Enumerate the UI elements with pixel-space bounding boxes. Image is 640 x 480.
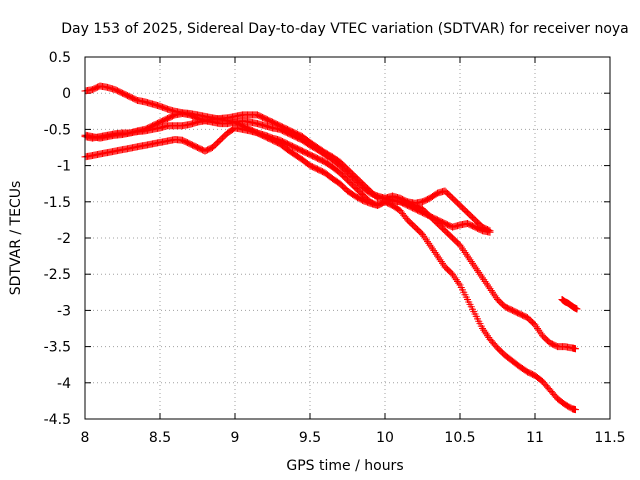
data-point-interpolated	[451, 274, 459, 282]
data-point-interpolated	[429, 245, 436, 253]
x-tick-label: 10	[376, 430, 394, 446]
chart-title: Day 153 of 2025, Sidereal Day-to-day VTE…	[61, 21, 629, 37]
data-point-interpolated	[460, 247, 468, 255]
data-point-interpolated	[532, 323, 540, 331]
data-point	[573, 305, 581, 313]
data-point	[531, 321, 539, 329]
x-axis-label: GPS time / hours	[286, 458, 403, 474]
y-tick-label: -2	[57, 231, 71, 247]
y-tick-label: -2.5	[44, 267, 71, 283]
data-point-interpolated	[421, 234, 429, 242]
x-tick-label: 8	[81, 430, 90, 446]
data-point-interpolated	[469, 259, 476, 267]
data-point-interpolated	[459, 245, 466, 253]
x-tick-label: 9.5	[299, 430, 321, 446]
data-point-interpolated	[454, 277, 461, 285]
y-tick-label: 0.5	[49, 50, 71, 66]
y-tick-label: -3.5	[44, 340, 71, 356]
x-tick-label: 10.5	[444, 430, 475, 446]
data-point-interpolated	[425, 239, 433, 247]
x-tick-label: 11.5	[594, 430, 625, 446]
y-tick-label: -4	[57, 376, 71, 392]
y-tick-label: 0	[62, 86, 71, 102]
data-point	[479, 325, 486, 332]
data-point	[464, 252, 471, 260]
data-point-interpolated	[450, 272, 458, 280]
data-point-interpolated	[481, 328, 489, 336]
data-point-interpolated	[481, 277, 489, 285]
data-point-interpolated	[480, 326, 488, 334]
data-point-interpolated	[484, 281, 491, 289]
data-point-interpolated	[470, 261, 478, 269]
y-axis-label: SDTVAR / TECUs	[8, 181, 24, 296]
data-point-interpolated	[535, 326, 543, 334]
data-point	[486, 228, 494, 236]
data-point-interpolated	[536, 328, 544, 336]
data-point-interpolated	[477, 272, 485, 280]
data-point	[419, 230, 426, 238]
data-point-interpolated	[435, 254, 443, 262]
data-point-interpolated	[485, 283, 493, 291]
data-point-interpolated	[490, 290, 498, 298]
data-point-interpolated	[491, 292, 499, 300]
data-point	[456, 241, 464, 249]
y-tick-label: -1.5	[44, 195, 71, 211]
data-point	[471, 263, 479, 271]
data-point	[449, 270, 456, 278]
data-point-interpolated	[430, 247, 438, 255]
data-point	[426, 241, 434, 249]
x-tick-label: 11	[526, 430, 544, 446]
data-point-interpolated	[467, 258, 475, 266]
grid	[85, 57, 610, 419]
data-point	[479, 274, 486, 282]
data-point-interpolated	[439, 259, 446, 267]
data-point	[486, 285, 494, 293]
data-point-interpolated	[487, 286, 495, 294]
data-point-interpolated	[431, 248, 439, 256]
data-point-interpolated	[424, 238, 431, 246]
data-point-interpolated	[474, 267, 481, 275]
y-tick-label: -4.5	[44, 412, 71, 428]
series-track-d	[81, 109, 579, 353]
data-point-interpolated	[462, 250, 470, 258]
x-tick-label: 8.5	[149, 430, 171, 446]
data-point-interpolated	[466, 256, 474, 264]
x-tick-label: 9	[231, 430, 240, 446]
data-point-interpolated	[482, 330, 490, 338]
axis-ticks: 8 8.5 9 9.5 10 10.5 11 11.5 0.5 0 -0.5 -1 -1.5 -2 -2.5…	[44, 50, 626, 446]
data-point-interpolated	[480, 276, 488, 284]
data-point-interpolated	[427, 243, 435, 251]
data-point-interpolated	[482, 279, 490, 287]
data-point-interpolated	[432, 250, 440, 258]
data-point	[572, 345, 579, 353]
data-point-interpolated	[475, 268, 483, 276]
data-point-interpolated	[455, 279, 463, 287]
data-point-interpolated	[452, 276, 460, 284]
data-points	[81, 82, 581, 414]
y-tick-label: -3	[57, 303, 71, 319]
data-point-interpolated	[489, 288, 496, 296]
data-point-interpolated	[437, 258, 445, 266]
data-point-interpolated	[420, 232, 428, 240]
data-point-interpolated	[461, 248, 469, 256]
data-point-interpolated	[534, 325, 541, 332]
data-point-interpolated	[422, 236, 430, 244]
series-track-e	[558, 296, 581, 313]
data-point-interpolated	[476, 270, 484, 278]
data-point	[434, 252, 441, 260]
y-tick-label: -1	[57, 159, 71, 175]
y-tick-label: -0.5	[44, 122, 71, 138]
data-point-interpolated	[457, 243, 465, 251]
data-point-interpolated	[465, 254, 473, 262]
data-point-interpolated	[436, 256, 444, 264]
data-point-interpolated	[472, 265, 480, 273]
plot-frame	[84, 56, 611, 420]
data-point	[572, 406, 579, 414]
data-point-interpolated	[484, 332, 491, 340]
